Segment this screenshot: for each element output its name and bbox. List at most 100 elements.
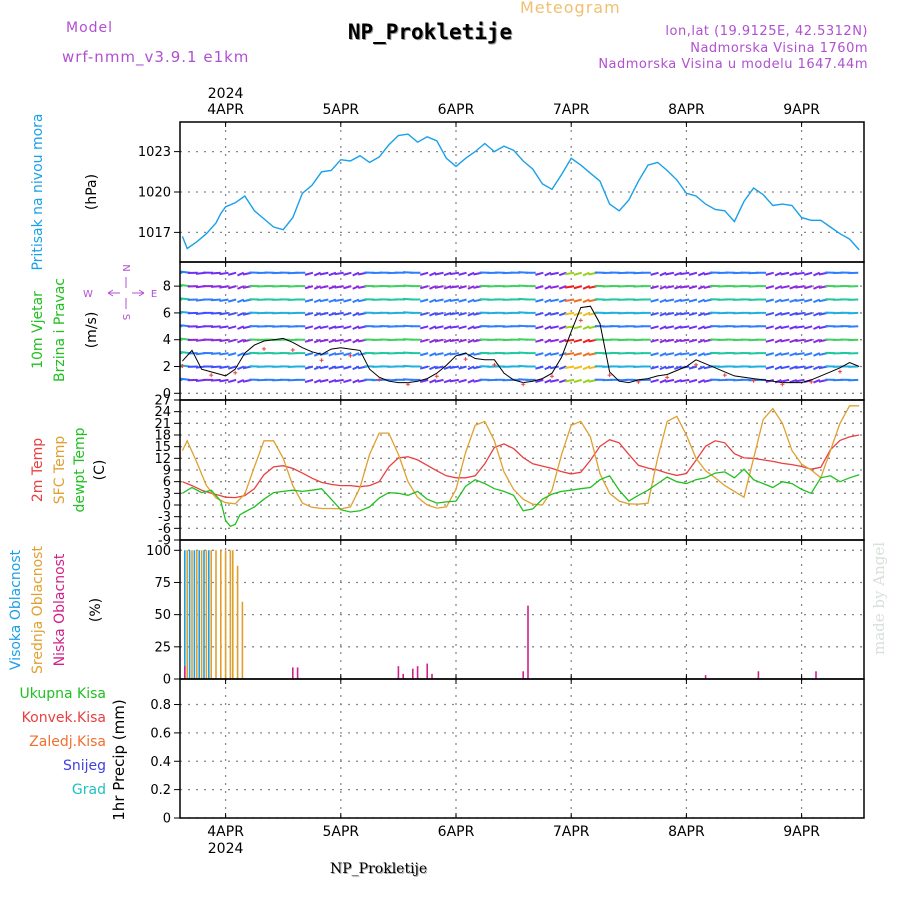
wind-arrow	[789, 311, 798, 317]
elevation-label: Nadmorska Visina 1760m	[690, 41, 868, 56]
gust-marker	[262, 346, 266, 351]
wind-arrow	[535, 311, 544, 317]
wind-arrow	[650, 298, 659, 303]
wind-arrow	[449, 365, 460, 369]
compass-arrows	[107, 277, 145, 309]
wind-arrow	[352, 298, 360, 304]
wind-arrow	[313, 298, 322, 304]
wind-arrow	[319, 311, 329, 316]
wind-arrow	[313, 325, 322, 330]
gust-marker	[180, 363, 185, 368]
wind-arrow	[813, 365, 821, 371]
wind-arrow	[319, 271, 329, 276]
wind-arrow	[813, 352, 821, 357]
top-day-label: 4APR	[207, 102, 244, 118]
wind-arrow	[665, 352, 675, 356]
gust-marker	[722, 373, 727, 378]
wind-arrow	[697, 311, 706, 317]
gust-marker	[694, 362, 698, 367]
wind-arrow	[352, 271, 360, 277]
y-tick-label: 0	[163, 673, 171, 688]
wind-arrow	[227, 378, 237, 384]
dewpt-line	[182, 468, 860, 528]
wind-arrow	[419, 378, 429, 384]
wind-arrow	[304, 325, 314, 330]
wind-arrow	[674, 365, 682, 370]
wind-arrow	[467, 271, 475, 277]
wind-arrow	[319, 298, 329, 303]
wind-arrow	[227, 311, 237, 317]
y-tick-label: 18	[154, 429, 171, 444]
y-tick-label: 8	[163, 280, 171, 295]
wind-arrow	[237, 378, 245, 384]
wind-arrow	[467, 285, 475, 290]
wind-arrow	[549, 365, 559, 370]
wind-arrow	[227, 285, 237, 290]
wind-arrow	[803, 365, 813, 370]
wind-arrow	[219, 271, 229, 276]
wind-arrow	[219, 352, 229, 356]
wind-arrow	[237, 271, 245, 277]
t2m-axis-title: 2m Temp	[30, 438, 46, 502]
wind-arrow	[789, 285, 798, 290]
wind-arrow	[680, 271, 690, 276]
wind-arrow	[795, 325, 805, 329]
y-tick-label: 24	[154, 405, 171, 420]
y-tick-label: 0	[163, 812, 171, 827]
wind-arrow	[334, 311, 344, 316]
wind-arrow	[210, 285, 221, 288]
model-name: wrf-nmm_v3.9.1 e1km	[62, 48, 250, 66]
wind-arrow	[680, 311, 690, 316]
wind-arrow	[449, 338, 460, 343]
wind-arrow	[813, 285, 821, 290]
wind-arrow	[219, 311, 229, 316]
wind-arrow	[535, 338, 544, 343]
wind-arrow	[659, 285, 667, 290]
wind-arrow	[564, 352, 575, 356]
wind-arrow	[443, 311, 452, 317]
y-tick-label: 9	[163, 464, 171, 479]
wind-arrow	[237, 352, 245, 357]
gust-marker	[751, 378, 756, 383]
wind-arrow	[449, 352, 460, 356]
y-tick-label: 15	[154, 440, 171, 455]
y-tick-label: 12	[154, 452, 171, 467]
wind-arrow	[210, 338, 221, 342]
wind-arrow	[688, 285, 698, 290]
wind-arrow	[697, 285, 706, 290]
chart-subtitle: Meteogram	[520, 0, 621, 17]
wind-arrow	[419, 311, 429, 317]
wind-arrow	[688, 298, 698, 303]
wind-arrow	[680, 325, 690, 329]
wind-arrow	[774, 365, 782, 371]
wind-arrow	[813, 311, 821, 317]
wind-arrow	[535, 298, 544, 303]
wind-arrow	[443, 285, 452, 290]
wind-arrow	[458, 271, 467, 276]
wind-arrow	[774, 285, 782, 290]
wind-arrow	[659, 352, 667, 357]
wind-arrow	[313, 311, 322, 317]
wind-arrow	[237, 365, 245, 371]
wind-arrow	[780, 352, 790, 356]
gust-marker	[578, 318, 583, 323]
wind-arrow	[313, 338, 322, 344]
wind-arrow	[680, 285, 690, 289]
wind-arrow	[765, 311, 775, 317]
wind-arrow	[564, 378, 575, 383]
wind-arrow	[573, 338, 583, 343]
wind-vectors	[180, 270, 859, 384]
wind-arrow	[558, 298, 567, 303]
wind-arrow	[544, 285, 552, 290]
wind-arrow	[227, 338, 237, 343]
wind-arrow	[697, 325, 706, 330]
wind-arrow	[688, 338, 698, 343]
wind-axis-title-2: Brzina i Pravac	[52, 278, 68, 382]
wind-arrow	[319, 325, 329, 330]
temp-unit-label: (C)	[92, 460, 108, 481]
wind-arrow	[549, 271, 559, 276]
wind-arrow	[343, 352, 352, 357]
wind-arrow	[458, 365, 467, 370]
wind-arrow	[765, 365, 775, 370]
wind-arrow	[665, 285, 675, 289]
